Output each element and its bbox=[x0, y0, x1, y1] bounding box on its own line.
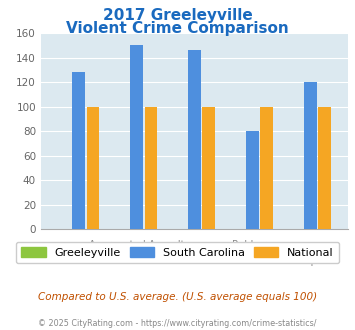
Text: Murder & Mans...: Murder & Mans... bbox=[153, 256, 236, 266]
Text: All Violent Crime: All Violent Crime bbox=[38, 256, 119, 266]
Bar bbox=[72, 72, 85, 229]
Text: Rape: Rape bbox=[298, 256, 323, 266]
Text: © 2025 CityRating.com - https://www.cityrating.com/crime-statistics/: © 2025 CityRating.com - https://www.city… bbox=[38, 319, 317, 328]
Bar bbox=[261, 107, 273, 229]
Bar bbox=[304, 82, 317, 229]
Bar bbox=[144, 107, 157, 229]
Bar bbox=[87, 107, 99, 229]
Bar bbox=[246, 131, 259, 229]
Text: Compared to U.S. average. (U.S. average equals 100): Compared to U.S. average. (U.S. average … bbox=[38, 292, 317, 302]
Text: Violent Crime Comparison: Violent Crime Comparison bbox=[66, 21, 289, 36]
Text: Aggravated Assault: Aggravated Assault bbox=[89, 240, 184, 250]
Text: 2017 Greeleyville: 2017 Greeleyville bbox=[103, 8, 252, 23]
Bar bbox=[202, 107, 215, 229]
Bar bbox=[188, 50, 201, 229]
Bar bbox=[318, 107, 331, 229]
Text: Robbery: Robbery bbox=[232, 240, 273, 250]
Bar bbox=[130, 45, 143, 229]
Legend: Greeleyville, South Carolina, National: Greeleyville, South Carolina, National bbox=[16, 242, 339, 263]
